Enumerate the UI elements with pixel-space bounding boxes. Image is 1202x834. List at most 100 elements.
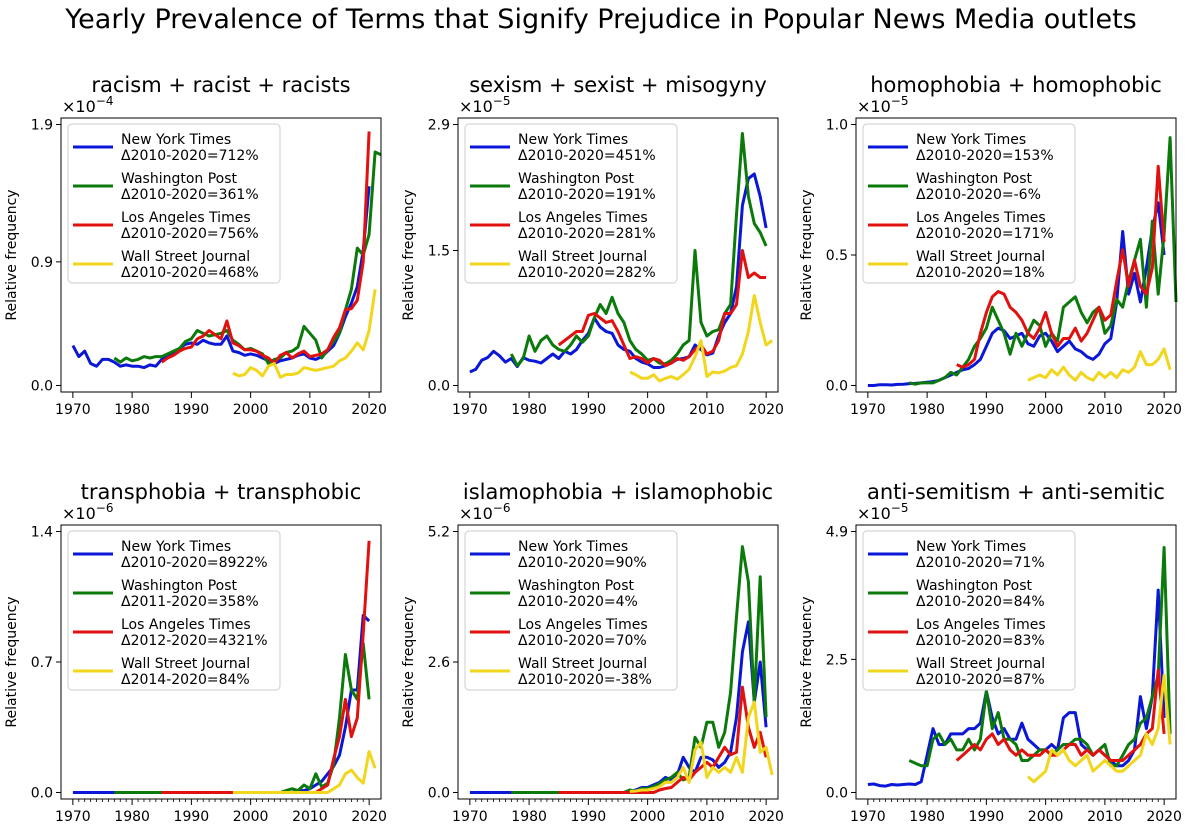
legend-series-name: New York Times: [916, 132, 1026, 148]
y-tick-label: 4.9: [826, 525, 848, 541]
y-axis-label: Relative frequency: [4, 596, 20, 727]
y-axis-label: Relative frequency: [4, 189, 20, 320]
x-tick-label: 1970: [452, 402, 488, 418]
y-tick-label: 0.5: [826, 248, 848, 264]
y-axis-label: Relative frequency: [401, 596, 417, 727]
y-tick-label: 0.0: [428, 378, 450, 394]
x-tick-label: 1980: [909, 402, 945, 418]
legend-series-delta: Δ2010-2020=83%: [916, 633, 1045, 649]
y-tick-label: 1.4: [31, 525, 53, 541]
y-tick-label: 1.5: [428, 244, 450, 260]
legend-series-name: New York Times: [518, 132, 628, 148]
series-line: [629, 294, 773, 383]
x-tick-label: 2010: [689, 809, 725, 825]
legend-series-name: New York Times: [916, 539, 1026, 555]
legend-series-delta: Δ2012-2020=4321%: [121, 633, 268, 649]
x-tick-label: 1970: [452, 809, 488, 825]
panel-title: homophobia + homophobic: [870, 73, 1162, 97]
y-axis-label: Relative frequency: [799, 596, 815, 727]
series-line: [956, 164, 1166, 369]
legend-series-delta: Δ2010-2020=153%: [916, 148, 1054, 164]
panel-title: sexism + sexist + misogyny: [469, 73, 767, 97]
y-tick-label: 2.5: [826, 652, 848, 668]
legend-series-delta: Δ2010-2020=8922%: [121, 555, 268, 571]
legend-series-name: Washington Post: [916, 578, 1033, 594]
legend-series-name: Wall Street Journal: [916, 249, 1045, 265]
legend-series-delta: Δ2010-2020=71%: [916, 555, 1045, 571]
x-tick-label: 1970: [55, 402, 91, 418]
x-tick-label: 1970: [55, 809, 91, 825]
x-tick-label: 2000: [233, 809, 269, 825]
x-tick-label: 2020: [351, 809, 387, 825]
panel-title: racism + racist + racists: [91, 73, 350, 97]
chart-panel: sexism + sexist + misogyny×10−5 Relative …: [401, 73, 784, 418]
legend-series-delta: Δ2010-2020=281%: [518, 226, 656, 242]
x-tick-label: 1990: [174, 402, 210, 418]
legend-box: [862, 123, 1076, 284]
legend-series-name: Wall Street Journal: [916, 656, 1045, 672]
x-tick-label: 1980: [114, 402, 150, 418]
chart-panel: transphobia + transphobic×10−6 Relative f…: [4, 480, 387, 825]
legend-series-delta: Δ2010-2020=18%: [916, 265, 1045, 281]
legend-series-name: Washington Post: [518, 171, 635, 187]
axis-multiplier: ×10−4: [62, 94, 113, 116]
legend-series-delta: Δ2010-2020=756%: [121, 226, 259, 242]
plot-frame: [457, 524, 779, 800]
x-tick-label: 2010: [1087, 809, 1123, 825]
x-tick-label: 1970: [850, 809, 886, 825]
axis-multiplier: ×10−5: [857, 501, 908, 523]
plot-frame: [60, 524, 382, 800]
y-tick-label: 2.6: [428, 655, 450, 671]
y-tick-label: 0.0: [826, 378, 848, 394]
legend-series-name: Los Angeles Times: [916, 210, 1046, 226]
x-tick-label: 1990: [571, 809, 607, 825]
x-tick-label: 2010: [1087, 402, 1123, 418]
x-tick-label: 1980: [511, 809, 547, 825]
plot-frame: [457, 117, 779, 393]
legend-series-delta: Δ2010-2020=171%: [916, 226, 1054, 242]
legend-box: [67, 123, 281, 284]
y-axis-label: Relative frequency: [799, 189, 815, 320]
x-tick-label: 2000: [1028, 402, 1064, 418]
legend-series-name: New York Times: [121, 539, 231, 555]
axis-multiplier: ×10−6: [62, 501, 113, 523]
y-tick-label: 1.9: [31, 118, 53, 134]
axis-multiplier: ×10−6: [459, 501, 510, 523]
x-tick-label: 1980: [114, 809, 150, 825]
x-tick-label: 2020: [748, 402, 784, 418]
axis-multiplier: ×10−5: [857, 94, 908, 116]
legend-series-delta: Δ2010-2020=468%: [121, 265, 259, 281]
panel-title: transphobia + transphobic: [81, 480, 362, 504]
axis-multiplier: ×10−5: [459, 94, 510, 116]
x-tick-label: 2020: [1146, 402, 1182, 418]
legend-series-name: New York Times: [121, 132, 231, 148]
series-line: [629, 700, 774, 793]
legend-series-name: Wall Street Journal: [518, 249, 647, 265]
legend-series-delta: Δ2010-2020=451%: [518, 148, 656, 164]
series-line: [867, 588, 1166, 788]
legend-series-name: Washington Post: [121, 578, 238, 594]
series-line: [1026, 673, 1172, 784]
x-tick-label: 2000: [1028, 809, 1064, 825]
chart-panel: anti-semitism + anti-semitic×10−5 Relativ…: [799, 480, 1182, 825]
x-tick-label: 2020: [1146, 809, 1182, 825]
series-line: [232, 289, 377, 379]
legend-box: [67, 530, 281, 691]
x-tick-label: 1980: [511, 402, 547, 418]
legend-series-name: Washington Post: [916, 171, 1033, 187]
x-tick-label: 2010: [292, 809, 328, 825]
x-tick-label: 1980: [909, 809, 945, 825]
legend-series-name: Wall Street Journal: [121, 656, 250, 672]
legend-series-delta: Δ2010-2020=90%: [518, 555, 647, 571]
legend-series-delta: Δ2010-2020=87%: [916, 672, 1045, 688]
legend-series-delta: Δ2014-2020=84%: [121, 672, 250, 688]
x-tick-label: 2000: [630, 809, 666, 825]
legend-series-delta: Δ2010-2020=84%: [916, 594, 1045, 610]
x-tick-label: 2020: [748, 809, 784, 825]
legend-series-delta: Δ2010-2020=4%: [518, 594, 638, 610]
series-line: [232, 750, 377, 794]
legend-box: [862, 530, 1076, 691]
main-title: Yearly Prevalence of Terms that Signify …: [65, 4, 1137, 35]
y-tick-label: 0.0: [31, 785, 53, 801]
series-line: [160, 131, 371, 365]
